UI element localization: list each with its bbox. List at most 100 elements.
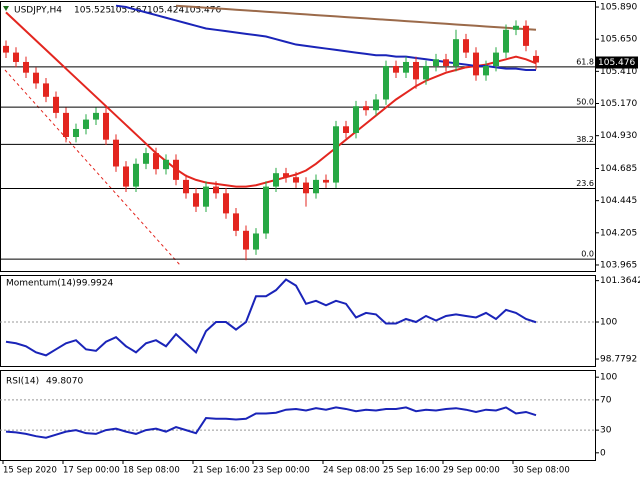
indicator-value: 49.8070 (46, 377, 83, 387)
candle-body (3, 45, 9, 53)
indicator-title: RSI(14) (6, 377, 39, 387)
candle-body (353, 106, 359, 133)
candle-body (363, 106, 369, 111)
ohlc-high: 105.567 (110, 6, 147, 16)
candle-body (163, 159, 169, 170)
candle-body (243, 230, 249, 250)
candle-body (73, 128, 79, 138)
x-tick-label: 21 Sep 16:00 (193, 466, 250, 476)
y-tick-label: 100 (600, 318, 617, 328)
y-tick-label: 70 (600, 395, 612, 405)
candle-body (193, 193, 199, 207)
y-tick-label: 104.445 (600, 196, 637, 206)
candle-body (283, 173, 289, 178)
candle-body (223, 193, 229, 214)
candle-body (63, 112, 69, 138)
x-tick-label: 25 Sep 16:00 (383, 466, 440, 476)
candle-body (183, 179, 189, 194)
candle-body (53, 96, 59, 113)
y-tick-label: 104.930 (600, 131, 637, 141)
y-tick-label: 30 (600, 426, 612, 436)
panel-border (0, 1, 596, 272)
candle-body (513, 25, 519, 30)
candle-body (13, 52, 19, 62)
y-tick-label: 105.170 (600, 99, 637, 109)
candle-body (493, 52, 499, 66)
candle-body (93, 112, 99, 120)
fib-label: 61.8 (576, 57, 594, 66)
x-tick-label: 17 Sep 00:00 (63, 466, 120, 476)
indicator-title: Momentum(14) (6, 279, 76, 289)
panel-border (0, 370, 596, 461)
x-tick-label: 29 Sep 00:00 (443, 466, 500, 476)
candle-body (273, 173, 279, 187)
candle-body (463, 39, 469, 53)
candle-body (213, 186, 219, 194)
y-tick-label: 98.7792 (600, 355, 637, 365)
candle-body (173, 159, 179, 180)
candle-body (33, 72, 39, 84)
y-tick-label: 100 (600, 373, 617, 383)
fib-label: 38.2 (576, 135, 594, 144)
ohlc-open: 105.525 (74, 6, 111, 16)
candle-body (473, 52, 479, 76)
candle-body (113, 139, 119, 167)
y-tick-label: 105.410 (600, 67, 637, 77)
candle-body (303, 182, 309, 194)
candle-body (263, 186, 269, 234)
candle-body (453, 39, 459, 66)
candle-body (443, 59, 449, 66)
candle-body (333, 126, 339, 183)
price-marker (596, 56, 638, 69)
y-tick-label: 103.965 (600, 260, 637, 270)
candle-body (533, 55, 539, 63)
fib-label: 50.0 (576, 98, 594, 107)
y-tick-label: 105.650 (600, 35, 637, 45)
candle-body (523, 25, 529, 46)
price-marker-label: 105.476 (598, 58, 635, 68)
candle-body (203, 186, 209, 207)
candle-body (383, 65, 389, 100)
panel-border (0, 275, 596, 367)
candle-body (83, 119, 89, 129)
ohlc-low: 105.424 (147, 6, 184, 16)
x-tick-label: 24 Sep 08:00 (323, 466, 380, 476)
x-tick-label: 15 Sep 2020 (3, 466, 57, 476)
candle-body (123, 166, 129, 187)
candle-body (413, 61, 419, 80)
x-tick-label: 18 Sep 08:00 (123, 466, 180, 476)
moving-average (5, 11, 537, 188)
fib-label: 23.6 (576, 179, 594, 188)
trend-line (4, 69, 181, 266)
candle-body (433, 59, 439, 66)
x-tick-label: 23 Sep 00:00 (253, 466, 310, 476)
x-tick-label: 30 Sep 08:00 (513, 466, 570, 476)
candle-body (233, 213, 239, 231)
candle-body (503, 29, 509, 53)
candle-body (393, 65, 399, 73)
candle-body (403, 61, 409, 73)
moving-average (175, 4, 537, 31)
moving-average (115, 4, 536, 72)
candle-body (133, 163, 139, 187)
indicator-line (5, 278, 537, 357)
candle-body (143, 153, 149, 164)
y-tick-label: 104.685 (600, 164, 637, 174)
y-tick-label: 101.3642 (600, 276, 640, 286)
indicator-value: 99.9924 (76, 279, 113, 289)
y-tick-label: 0 (600, 448, 606, 458)
candle-body (23, 61, 29, 73)
chart-title: USDJPY,H4 (14, 6, 62, 16)
y-tick-label: 105.890 (600, 3, 637, 13)
candle-body (43, 83, 49, 97)
candle-body (343, 126, 349, 133)
candle-body (293, 177, 299, 183)
candle-body (103, 112, 109, 140)
candle-body (423, 65, 429, 80)
indicator-line (5, 406, 537, 439)
candle-body (323, 179, 329, 183)
candle-body (483, 65, 489, 76)
candle-body (253, 233, 259, 250)
y-tick-label: 104.205 (600, 228, 637, 238)
